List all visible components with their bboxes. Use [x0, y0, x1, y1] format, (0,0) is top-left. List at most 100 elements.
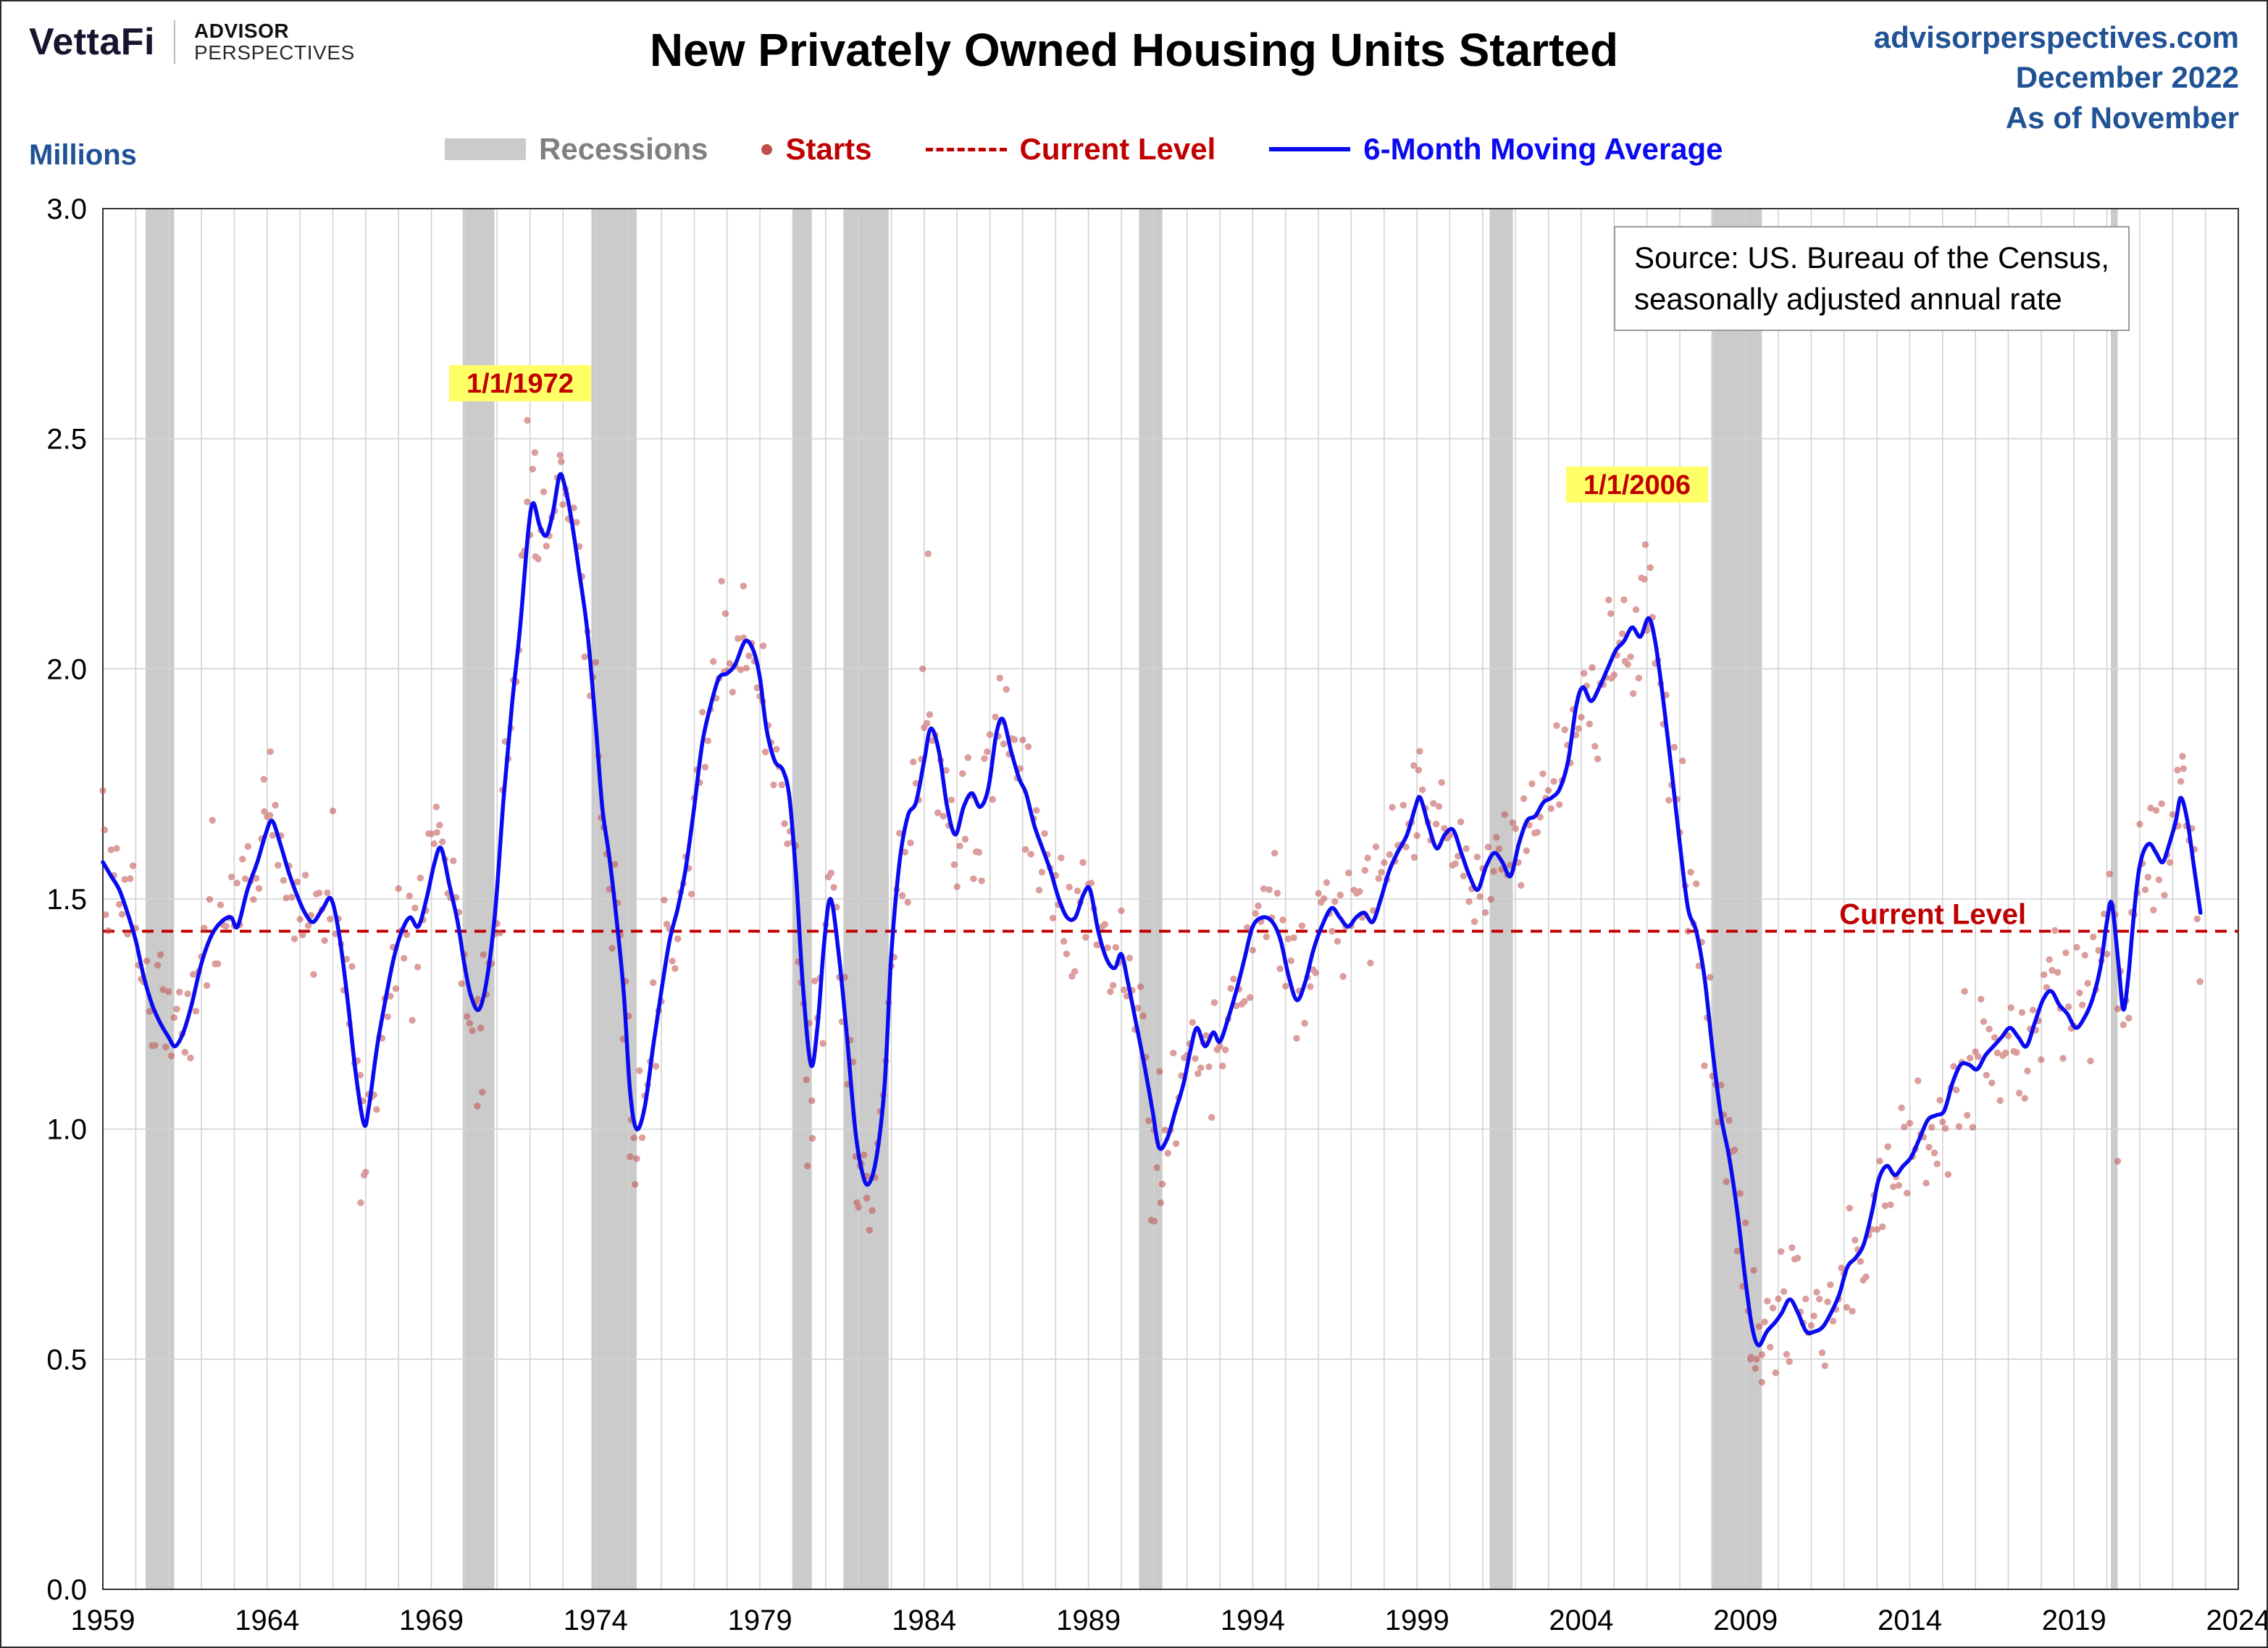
starts-dot [173, 1005, 180, 1013]
starts-dot [1928, 1124, 1936, 1131]
starts-dot [556, 451, 564, 459]
starts-dot [611, 861, 619, 869]
starts-dot [956, 842, 963, 850]
starts-dot [1641, 575, 1648, 583]
starts-dot [819, 1040, 827, 1047]
starts-dot [1670, 743, 1678, 751]
starts-dot [1312, 969, 1320, 976]
starts-dot [272, 801, 279, 809]
starts-dot [1033, 807, 1040, 814]
starts-dot [2024, 1067, 2031, 1075]
starts-dot [761, 748, 769, 756]
starts-dot [269, 832, 276, 840]
starts-dot [1460, 872, 1468, 880]
starts-dot [1983, 1071, 1990, 1079]
starts-dot [1003, 685, 1010, 693]
starts-dot [261, 808, 268, 816]
starts-dot [1594, 756, 1602, 763]
starts-dot [1484, 843, 1492, 850]
starts-dot [222, 923, 230, 930]
starts-dot [2087, 1057, 2094, 1065]
starts-dot [1786, 1358, 1793, 1365]
starts-dot [427, 830, 435, 837]
starts-dot [1372, 843, 1380, 850]
starts-dot [176, 988, 183, 996]
starts-dot [1824, 1298, 1831, 1305]
starts-dot [2177, 778, 2185, 785]
starts-dot [1066, 884, 1073, 891]
starts-dot [1758, 1379, 1766, 1386]
advisor-line: ADVISOR [194, 20, 290, 42]
starts-dot [996, 674, 1003, 682]
starts-dot [1356, 887, 1363, 895]
starts-dot [950, 861, 958, 869]
starts-dot [1591, 743, 1599, 750]
starts-dot [570, 504, 577, 511]
starts-dot [2101, 911, 2108, 918]
starts-dot [1925, 1144, 1933, 1151]
starts-dot [1170, 1050, 1177, 1057]
starts-dot [466, 1020, 474, 1027]
starts-dot [2144, 874, 2151, 881]
starts-dot [1221, 1046, 1229, 1054]
x-tick-label: 1969 [399, 1605, 464, 1636]
starts-dot [773, 745, 780, 753]
starts-dot [107, 846, 114, 853]
starts-dot [2078, 1001, 2086, 1009]
starts-dot [1509, 819, 1517, 827]
starts-dot [406, 892, 413, 900]
starts-dot [1265, 886, 1273, 893]
starts-dot [315, 890, 323, 897]
starts-dot [1263, 933, 1271, 941]
legend-item-moving-average: 6-Month Moving Average [1269, 132, 1723, 167]
starts-dot [1410, 762, 1418, 769]
starts-dot [1189, 1019, 1196, 1026]
starts-dot [2166, 858, 2174, 866]
starts-dot [1701, 1062, 1708, 1070]
starts-dot [907, 839, 914, 847]
starts-dot [2169, 811, 2176, 819]
starts-dot [116, 900, 123, 908]
starts-dot [327, 916, 334, 923]
starts-dot [919, 665, 926, 672]
starts-dot [901, 848, 909, 856]
starts-dot [770, 781, 777, 789]
starts-dot [1216, 1042, 1223, 1050]
starts-dot [1539, 770, 1547, 777]
starts-dot [1150, 1218, 1158, 1225]
starts-dot [1495, 845, 1503, 853]
starts-dot [1890, 1183, 1897, 1190]
starts-dot [496, 929, 503, 937]
starts-dot [1345, 869, 1352, 877]
starts-dot [1733, 1247, 1741, 1255]
starts-dot [638, 1134, 646, 1142]
starts-dot [804, 1162, 811, 1170]
starts-dot [1271, 850, 1279, 857]
x-tick-label: 2009 [1713, 1605, 1778, 1636]
starts-dot [1192, 1055, 1199, 1063]
source-line-2: seasonally adjusted annual rate [1634, 281, 2062, 316]
starts-dot [1536, 813, 1544, 821]
starts-dot [1074, 887, 1081, 895]
starts-dot [1227, 984, 1234, 992]
starts-dot [1978, 995, 1985, 1003]
starts-dot [1276, 965, 1284, 973]
starts-dot [203, 982, 211, 990]
starts-dot [1717, 1082, 1725, 1089]
starts-dot [113, 845, 120, 852]
starts-dot [1627, 653, 1634, 661]
starts-dot [1172, 1140, 1180, 1147]
starts-dot [184, 990, 191, 997]
starts-dot [2141, 886, 2149, 894]
starts-dot [912, 779, 920, 787]
starts-dot [1501, 811, 1508, 819]
starts-dot [558, 458, 565, 466]
starts-dot [167, 1052, 175, 1060]
starts-dot [260, 776, 267, 783]
starts-dot [392, 985, 400, 992]
starts-dot [348, 963, 356, 970]
starts-dot [1930, 1149, 1938, 1157]
starts-dot [1846, 1205, 1853, 1212]
starts-dot [1107, 988, 1114, 995]
